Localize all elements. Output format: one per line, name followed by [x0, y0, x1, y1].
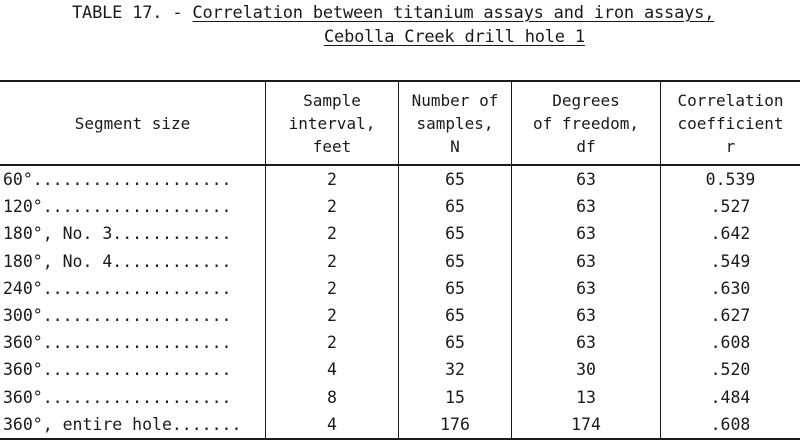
cell-degrees-of-freedom: 13	[576, 387, 596, 407]
header-sample-interval: Sample interval, feet	[266, 82, 398, 164]
cell-sample-interval: 2	[327, 224, 337, 244]
table-row: 120°................... 2 65 63 .527	[0, 193, 800, 220]
cell-correlation-coefficient: 0.539	[705, 170, 756, 189]
header-text-line: df	[576, 136, 596, 156]
cell-correlation-coefficient: .520	[710, 360, 751, 380]
table-row: 300°................... 2 65 63 .627	[0, 302, 800, 329]
cell-sample-interval: 2	[327, 170, 337, 189]
header-correlation-coefficient: Correlation coefficient r	[661, 82, 800, 164]
header-text-line: interval,	[288, 113, 376, 133]
cell-number-of-samples: 32	[445, 360, 465, 380]
table-header-rule	[0, 164, 800, 166]
header-text-line: Segment size	[74, 113, 191, 133]
cell-segment-size: 180°, No. 3............	[3, 224, 232, 244]
table-row: 360°, entire hole....... 4 176 174 .608	[0, 411, 800, 438]
cell-segment-size: 360°...................	[3, 387, 232, 407]
cell-segment-size: 120°...................	[3, 197, 232, 217]
cell-sample-interval: 4	[327, 414, 337, 434]
cell-degrees-of-freedom: 63	[576, 306, 596, 325]
cell-segment-size: 240°...................	[3, 278, 232, 298]
cell-correlation-coefficient: .627	[710, 306, 751, 325]
header-segment-size: Segment size	[0, 82, 265, 164]
column-divider	[511, 80, 512, 440]
cell-correlation-coefficient: .549	[710, 251, 751, 271]
cell-degrees-of-freedom: 174	[571, 414, 601, 434]
cell-sample-interval: 8	[327, 387, 337, 407]
column-divider	[398, 80, 399, 440]
cell-number-of-samples: 65	[445, 251, 465, 271]
header-text-line: Correlation	[677, 90, 784, 110]
header-text-line: of freedom,	[533, 113, 639, 133]
cell-degrees-of-freedom: 63	[576, 170, 596, 189]
cell-number-of-samples: 65	[445, 224, 465, 244]
header-text-line: samples,	[416, 113, 494, 133]
table-row: 240°................... 2 65 63 .630	[0, 275, 800, 302]
cell-correlation-coefficient: .527	[710, 197, 751, 217]
cell-degrees-of-freedom: 30	[576, 360, 596, 380]
cell-segment-size: 360°...................	[3, 333, 232, 353]
cell-degrees-of-freedom: 63	[576, 333, 596, 353]
table-top-rule	[0, 80, 800, 82]
table-row: 360°................... 2 65 63 .608	[0, 329, 800, 356]
header-text-line: Number of	[411, 90, 499, 110]
cell-segment-size: 300°...................	[3, 306, 232, 325]
table-row: 180°, No. 4............ 2 65 63 .549	[0, 248, 800, 275]
cell-correlation-coefficient: .608	[710, 333, 751, 353]
header-text-line: r	[725, 136, 736, 156]
cell-number-of-samples: 65	[445, 306, 465, 325]
cell-number-of-samples: 65	[445, 170, 465, 189]
header-number-of-samples: Number of samples, N	[399, 82, 511, 164]
table-row: 360°................... 8 15 13 .484	[0, 384, 800, 411]
table-bottom-rule	[0, 438, 800, 440]
table-row: 60°.................... 2 65 63 0.539	[0, 166, 800, 193]
cell-correlation-coefficient: .630	[710, 278, 751, 298]
cell-segment-size: 360°...................	[3, 360, 232, 380]
header-text-line: N	[450, 136, 460, 156]
cell-degrees-of-freedom: 63	[576, 278, 596, 298]
cell-degrees-of-freedom: 63	[576, 197, 596, 217]
cell-correlation-coefficient: .484	[710, 387, 751, 407]
cell-degrees-of-freedom: 63	[576, 224, 596, 244]
table-title: TABLE 17. - Correlation between titanium…	[0, 0, 800, 60]
cell-number-of-samples: 65	[445, 278, 465, 298]
header-text-line: feet	[312, 136, 352, 156]
cell-number-of-samples: 65	[445, 333, 465, 353]
cell-degrees-of-freedom: 63	[576, 251, 596, 271]
cell-sample-interval: 2	[327, 197, 337, 217]
header-text-line: Degrees	[552, 90, 620, 110]
table-caption-line-2: Cebolla Creek drill hole 1	[324, 27, 585, 47]
cell-sample-interval: 2	[327, 278, 337, 298]
table-number: TABLE 17. -	[72, 3, 193, 23]
cell-sample-interval: 2	[327, 251, 337, 271]
cell-correlation-coefficient: .608	[710, 414, 751, 434]
cell-number-of-samples: 65	[445, 197, 465, 217]
table-caption-line-1: Correlation between titanium assays and …	[192, 3, 715, 23]
cell-number-of-samples: 176	[440, 414, 470, 434]
cell-correlation-coefficient: .642	[710, 224, 751, 244]
column-divider	[660, 80, 661, 440]
column-divider	[265, 80, 266, 440]
cell-segment-size: 180°, No. 4............	[3, 251, 232, 271]
cell-number-of-samples: 15	[445, 387, 465, 407]
cell-sample-interval: 4	[327, 360, 337, 380]
table-title-line-1: TABLE 17. - Correlation between titanium…	[72, 3, 714, 23]
header-text-line: Sample	[303, 90, 361, 110]
cell-sample-interval: 2	[327, 306, 337, 325]
header-degrees-of-freedom: Degrees of freedom, df	[512, 82, 660, 164]
table-row: 180°, No. 3............ 2 65 63 .642	[0, 220, 800, 247]
cell-sample-interval: 2	[327, 333, 337, 353]
cell-segment-size: 60°....................	[3, 170, 232, 189]
table-title-line-2: Cebolla Creek drill hole 1	[324, 27, 585, 47]
header-text-line: coefficient	[677, 113, 784, 133]
table-row: 360°................... 4 32 30 .520	[0, 356, 800, 383]
cell-segment-size: 360°, entire hole.......	[3, 414, 242, 434]
